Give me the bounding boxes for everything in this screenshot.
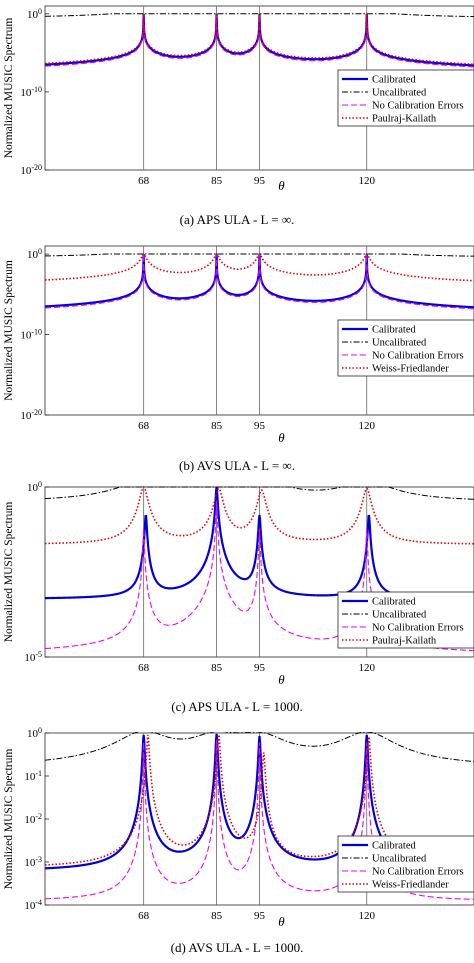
series-line-paulraj-kailath xyxy=(45,13,474,66)
x-tick-label: 85 xyxy=(211,420,223,432)
x-tick-label: 120 xyxy=(359,420,376,432)
legend-label: Uncalibrated xyxy=(372,610,427,621)
legend-label: Calibrated xyxy=(372,841,416,852)
x-axis-label: θ xyxy=(278,430,285,445)
legend-label: No Calibration Errors xyxy=(372,101,464,112)
y-tick-label: 100 xyxy=(27,726,42,740)
y-tick-label: 10-2 xyxy=(24,812,42,826)
legend-label: Weiss-Friedlander xyxy=(372,880,449,891)
legend-label: Paulraj-Kailath xyxy=(372,636,437,647)
legend-label: No Calibration Errors xyxy=(372,351,464,362)
y-tick-label: 10-20 xyxy=(20,408,42,422)
y-axis-label: Normalized MUSIC Spectrum xyxy=(3,502,15,643)
x-tick-label: 85 xyxy=(211,662,223,674)
x-tick-label: 95 xyxy=(254,662,266,674)
legend-label: Paulraj-Kailath xyxy=(372,114,437,125)
panel-caption: (d) AVS ULA - L = 1000. xyxy=(171,940,304,955)
legend-label: Uncalibrated xyxy=(372,88,427,99)
x-axis-label: θ xyxy=(278,178,285,193)
y-tick-label: 10-3 xyxy=(24,855,42,869)
legend-label: Calibrated xyxy=(372,597,416,608)
x-tick-label: 95 xyxy=(254,420,266,432)
x-tick-label: 95 xyxy=(254,910,266,922)
panel-caption: (c) APS ULA - L = 1000. xyxy=(171,699,302,714)
y-tick-label: 10-5 xyxy=(24,650,42,664)
x-tick-label: 120 xyxy=(359,662,376,674)
x-tick-label: 68 xyxy=(138,910,150,922)
legend-label: No Calibration Errors xyxy=(372,867,464,878)
x-tick-label: 85 xyxy=(211,175,223,187)
x-axis-label: θ xyxy=(278,914,285,929)
series-line-weiss-friedlander xyxy=(45,734,474,867)
y-tick-label: 100 xyxy=(27,247,42,261)
series-line-weiss-friedlander xyxy=(45,253,474,282)
panel-caption: (b) AVS ULA - L = ∞. xyxy=(179,458,295,473)
x-tick-label: 120 xyxy=(359,175,376,187)
series-line-uncalibrated xyxy=(45,253,474,257)
x-tick-label: 68 xyxy=(138,420,150,432)
series-line-paulraj-kailath xyxy=(45,486,474,545)
y-tick-label: 10-1 xyxy=(24,769,42,783)
legend-label: No Calibration Errors xyxy=(372,623,464,634)
x-tick-label: 120 xyxy=(359,910,376,922)
panel-caption: (a) APS ULA - L = ∞. xyxy=(180,212,295,227)
x-axis-label: θ xyxy=(278,672,285,687)
series-line-uncalibrated xyxy=(45,486,474,500)
x-tick-label: 85 xyxy=(211,910,223,922)
legend-label: Uncalibrated xyxy=(372,338,427,349)
y-tick-label: 10-4 xyxy=(24,898,42,912)
x-tick-label: 95 xyxy=(254,175,266,187)
y-tick-label: 10-20 xyxy=(20,163,42,177)
y-axis-label: Normalized MUSIC Spectrum xyxy=(3,18,15,159)
legend-label: Calibrated xyxy=(372,75,416,86)
series-line-uncalibrated xyxy=(45,732,474,763)
legend-label: Calibrated xyxy=(372,325,416,336)
y-axis-label: Normalized MUSIC Spectrum xyxy=(3,260,15,401)
y-axis-label: Normalized MUSIC Spectrum xyxy=(3,749,15,890)
y-tick-label: 10-10 xyxy=(20,85,42,99)
y-tick-label: 100 xyxy=(27,480,42,494)
series-line-uncalibrated xyxy=(45,13,474,18)
y-tick-label: 100 xyxy=(27,7,42,21)
y-tick-label: 10-10 xyxy=(20,328,42,342)
x-tick-label: 68 xyxy=(138,175,150,187)
series-line-calibrated xyxy=(45,13,474,67)
series-line-no-calibration-errors xyxy=(45,13,474,68)
legend-label: Uncalibrated xyxy=(372,854,427,865)
x-tick-label: 68 xyxy=(138,662,150,674)
legend-label: Weiss-Friedlander xyxy=(372,364,449,375)
